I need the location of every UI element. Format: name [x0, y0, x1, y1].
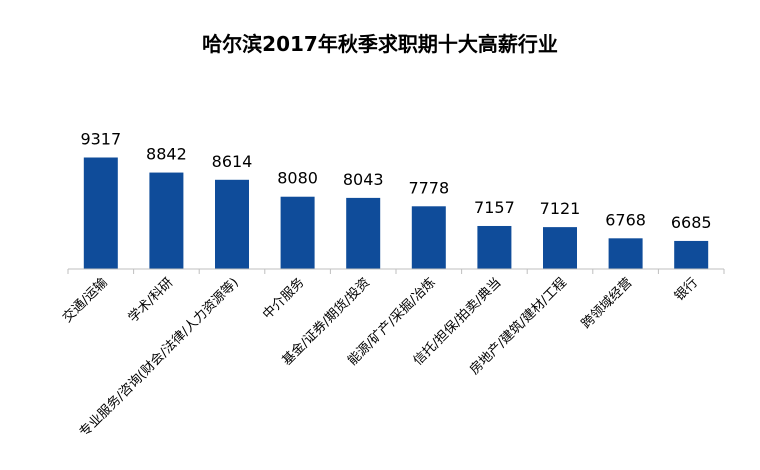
category-label: 跨领域经营 — [579, 275, 636, 332]
bar — [608, 238, 643, 269]
bars-group — [83, 157, 709, 269]
category-label: 银行 — [672, 275, 701, 304]
bar — [346, 197, 381, 269]
data-label: 7121 — [540, 199, 581, 218]
category-label: 学术/科研 — [125, 275, 176, 326]
data-label: 8842 — [146, 145, 187, 164]
data-label: 7778 — [408, 178, 449, 197]
bar — [543, 227, 577, 269]
bar — [674, 240, 709, 269]
chart-title: 哈尔滨2017年秋季求职期十大高薪行业 — [202, 32, 558, 56]
data-label: 8080 — [277, 169, 318, 188]
data-label: 7157 — [474, 198, 515, 217]
data-label: 6685 — [671, 213, 712, 232]
category-label: 交通/运输 — [59, 275, 110, 326]
bar — [280, 196, 315, 269]
bar — [149, 172, 184, 269]
data-label: 9317 — [80, 130, 121, 149]
bar — [477, 225, 512, 269]
data-label: 8614 — [212, 152, 253, 171]
data-labels-group: 9317 8842 8614 8080 8043 7778 7157 7121 6768 6685 — [80, 130, 711, 232]
data-label: 8043 — [343, 170, 384, 189]
data-label: 6768 — [605, 210, 646, 229]
category-label: 中介服务 — [259, 275, 307, 323]
bar — [215, 179, 249, 269]
x-axis-ticks — [67, 269, 725, 274]
bar — [83, 157, 118, 269]
bar — [411, 206, 446, 269]
